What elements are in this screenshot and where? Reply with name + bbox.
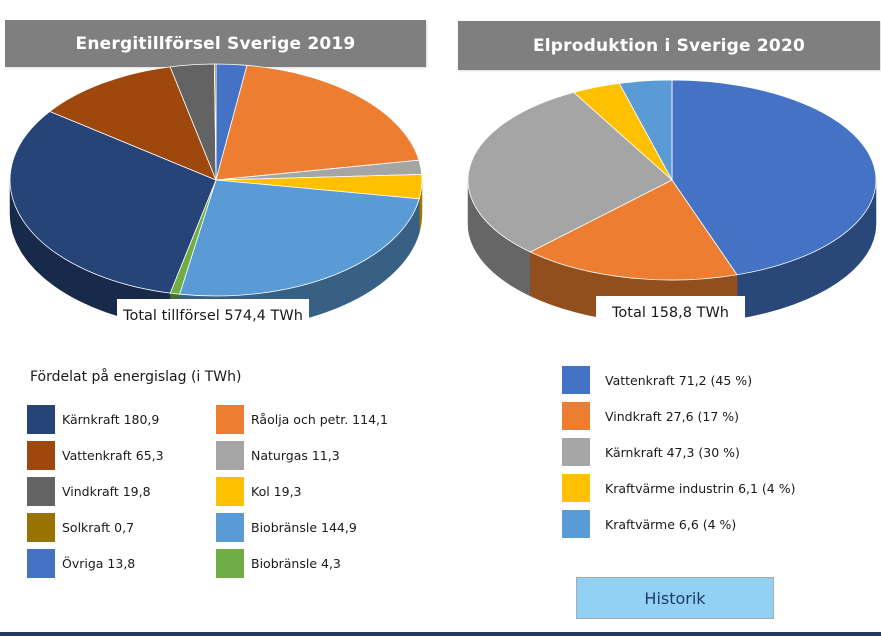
historik-button[interactable]: Historik	[576, 577, 774, 619]
legend-electricity-item-kraftvarme: Kraftvärme 6,6 (4 %)	[562, 510, 736, 538]
legend-label: Övriga 13,8	[62, 556, 136, 571]
electricity-slice-karnkraft-2	[467, 91, 673, 253]
legend-swatch	[216, 441, 244, 470]
electricity-production-pie	[467, 79, 877, 325]
legend-title: Fördelat på energislag (i TWh)	[30, 369, 242, 385]
energy-slice-biobransle-4	[179, 179, 420, 297]
legend-label: Vattenkraft 65,3	[62, 448, 164, 463]
legend-label: Vindkraft 27,6 (17 %)	[605, 408, 740, 424]
legend-label: Kärnkraft 180,9	[62, 412, 160, 427]
legend-swatch	[562, 510, 590, 538]
legend-swatch	[27, 441, 55, 470]
legend-electricity-item-vindkraft: Vindkraft 27,6 (17 %)	[562, 402, 739, 430]
legend-electricity-item-kraftvarme: Kraftvärme industrin 6,1 (4 %)	[562, 474, 795, 502]
legend-label: Råolja och petr. 114,1	[251, 412, 388, 427]
energy-slice-vattenkraft-7	[49, 66, 217, 181]
legend-electricity-item-vattenkraft: Vattenkraft 71,2 (45 %)	[562, 366, 752, 394]
legend-swatch	[27, 477, 55, 506]
legend-label: Vindkraft 19,8	[62, 484, 151, 499]
legend-energy-item-raolja: Råolja och petr. 114,1	[216, 405, 388, 434]
legend-label: Biobränsle 4,3	[251, 556, 341, 571]
bottom-divider	[0, 632, 881, 636]
legend-swatch	[562, 366, 590, 394]
legend-label: Biobränsle 144,9	[251, 520, 357, 535]
legend-label: Solkraft 0,7	[62, 520, 135, 535]
legend-swatch	[216, 549, 244, 578]
legend-energy-item-ovriga: Övriga 13,8	[27, 549, 135, 578]
energy-supply-pie	[9, 63, 423, 331]
legend-swatch	[27, 549, 55, 578]
legend-label: Kol 19,3	[251, 484, 302, 499]
legend-energy-item-biobransle: Biobränsle 144,9	[216, 513, 357, 542]
right-chart-title: Elproduktion i Sverige 2020	[458, 21, 880, 70]
legend-swatch	[27, 513, 55, 542]
legend-energy-item-karnkraft: Kärnkraft 180,9	[27, 405, 159, 434]
electricity-slice-vindkraft-1	[529, 179, 738, 281]
legend-energy-item-naturgas: Naturgas 11,3	[216, 441, 340, 470]
energy-slice-raolja-och-petr-1	[215, 64, 420, 181]
legend-energy-item-kol: Kol 19,3	[216, 477, 302, 506]
legend-energy-item-solkraft: Solkraft 0,7	[27, 513, 134, 542]
energy-slice-solkraft-9	[214, 63, 217, 181]
legend-swatch	[216, 513, 244, 542]
left-total-label: Total tillförsel 574,4 TWh	[117, 299, 309, 333]
legend-swatch	[562, 474, 590, 502]
legend-label: Vattenkraft 71,2 (45 %)	[605, 372, 753, 388]
legend-energy-item-biobransle: Biobränsle 4,3	[216, 549, 341, 578]
legend-swatch	[27, 405, 55, 434]
legend-swatch	[562, 438, 590, 466]
legend-energy-item-vindkraft: Vindkraft 19,8	[27, 477, 151, 506]
legend-swatch	[562, 402, 590, 430]
electricity-slice-vattenkraft-0	[671, 79, 877, 276]
legend-swatch	[216, 477, 244, 506]
legend-label: Kraftvärme 6,6 (4 %)	[605, 516, 737, 532]
right-total-label: Total 158,8 TWh	[596, 296, 745, 330]
legend-label: Kraftvärme industrin 6,1 (4 %)	[605, 480, 796, 496]
left-chart-title: Energitillförsel Sverige 2019	[5, 20, 426, 67]
legend-label: Kärnkraft 47,3 (30 %)	[605, 444, 740, 460]
legend-label: Naturgas 11,3	[251, 448, 340, 463]
legend-swatch	[216, 405, 244, 434]
legend-electricity-item-karnkraft: Kärnkraft 47,3 (30 %)	[562, 438, 740, 466]
electricity-slice-kraftvarme-4	[618, 79, 673, 181]
energy-slice-karnkraft-6	[9, 110, 217, 294]
legend-energy-item-vattenkraft: Vattenkraft 65,3	[27, 441, 164, 470]
